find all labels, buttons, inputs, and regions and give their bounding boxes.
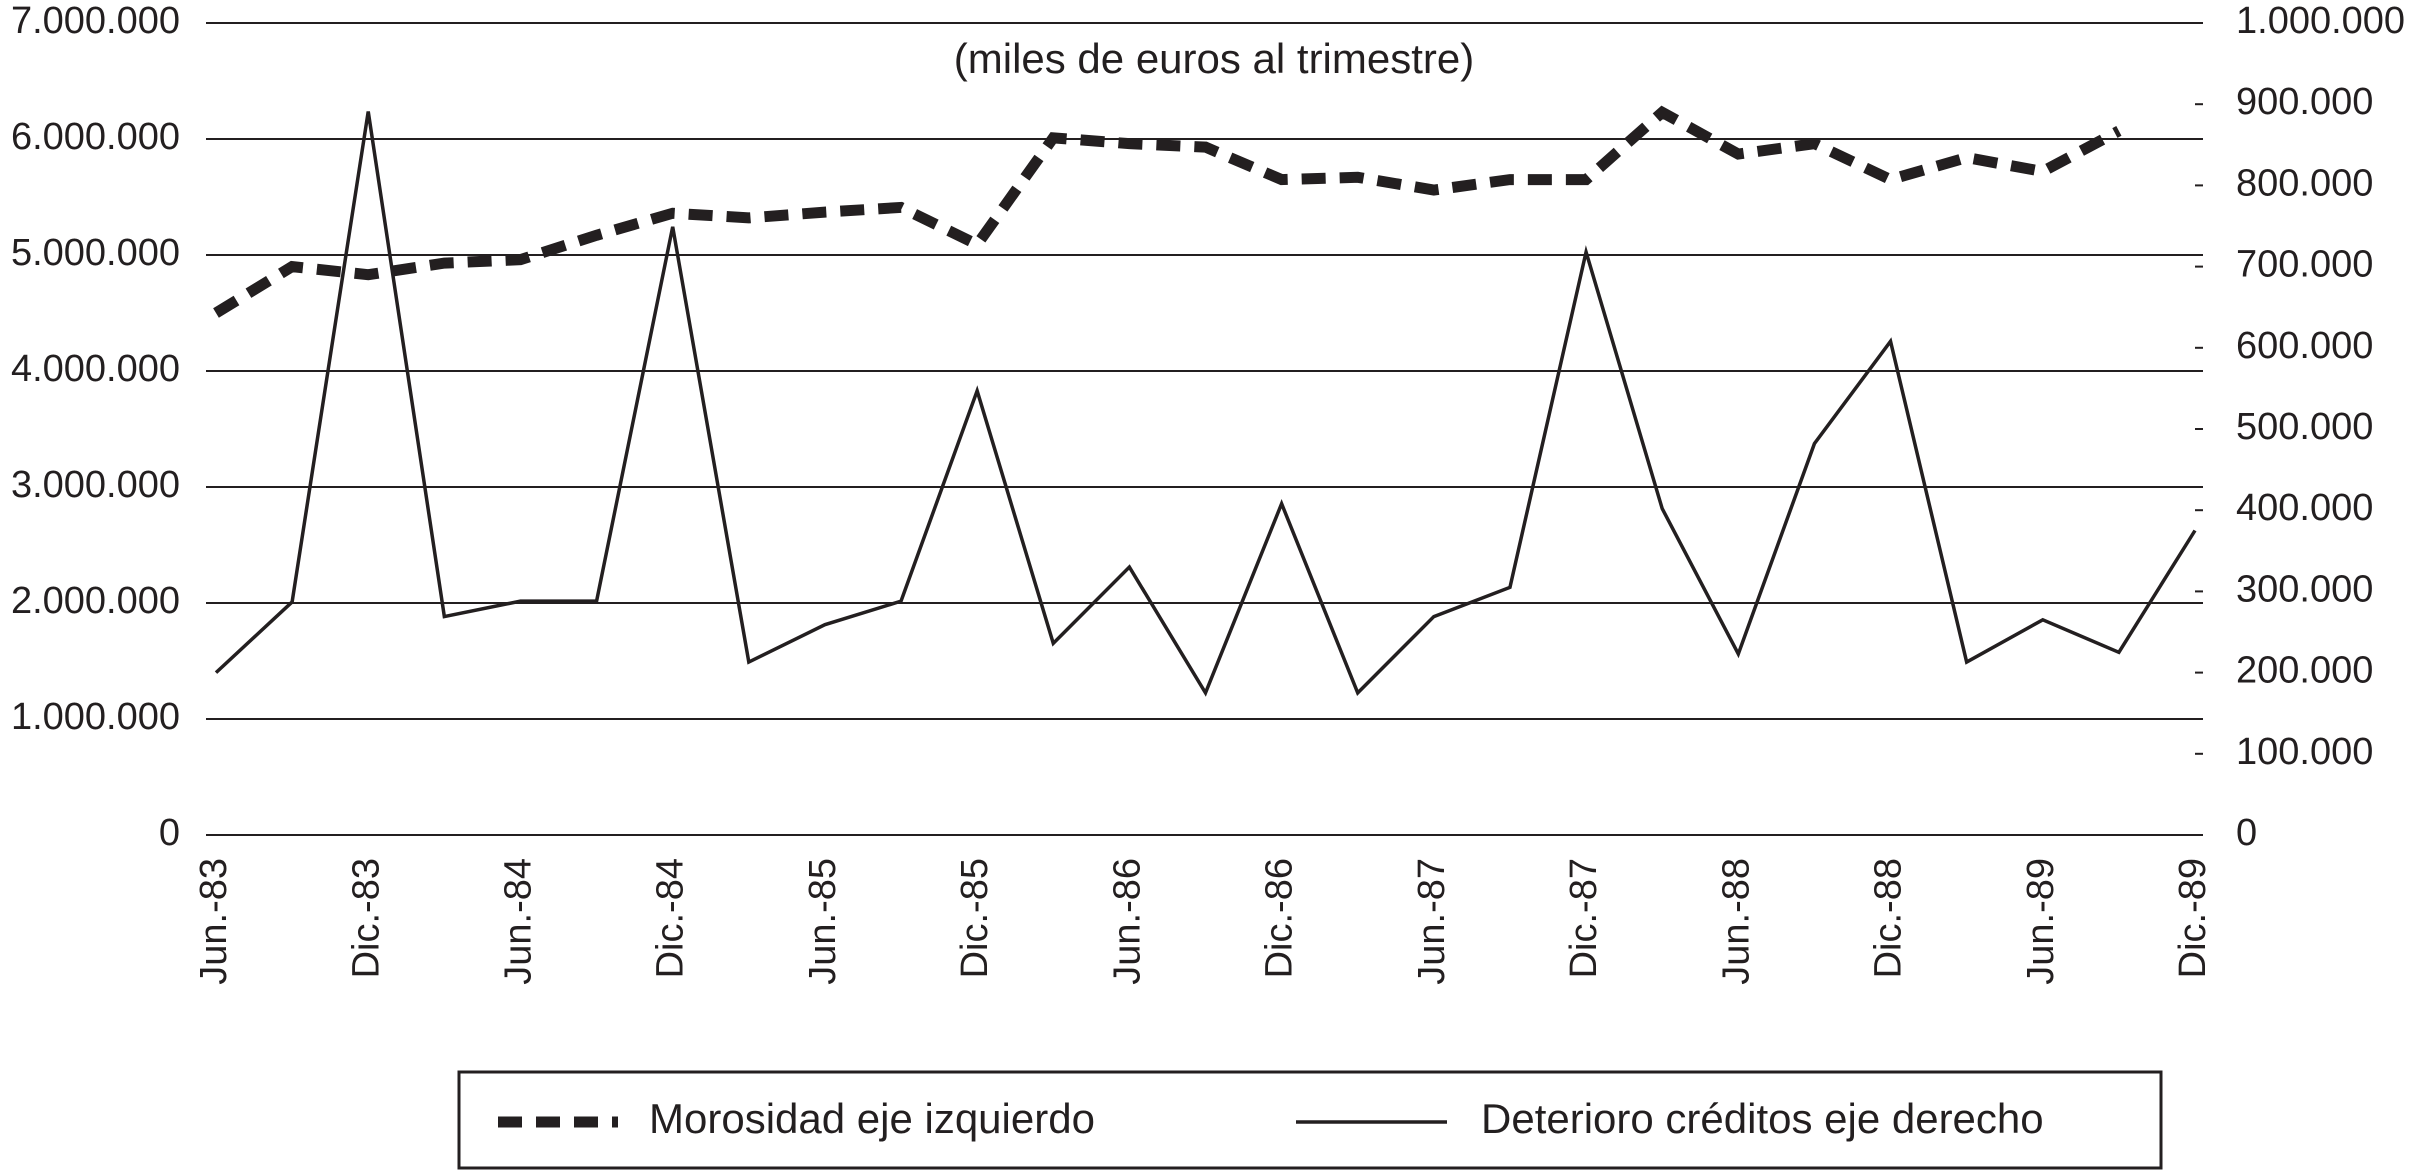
y-tick-label: 0 — [159, 812, 180, 854]
x-tick-label: Dic.-86 — [1259, 858, 1301, 978]
x-tick-label: Dic.-85 — [954, 858, 996, 978]
y-tick-label: 7.000.000 — [11, 0, 180, 42]
x-tick-label: Jun.-86 — [1106, 858, 1148, 985]
y-tick-label: 3.000.000 — [11, 464, 180, 506]
y2-tick-label: 100.000 — [2236, 731, 2373, 773]
x-tick-label: Jun.-88 — [1715, 858, 1757, 985]
y-tick-label: 5.000.000 — [11, 232, 180, 274]
x-tick-label: Jun.-89 — [2020, 858, 2062, 985]
x-tick-label: Dic.-83 — [345, 858, 387, 978]
legend-box — [457, 1070, 2163, 1170]
y2-tick-label: 800.000 — [2236, 162, 2373, 204]
legend-label: Morosidad eje izquierdo — [649, 1095, 1095, 1142]
chart-subtitle: (miles de euros al trimestre) — [954, 35, 1474, 82]
x-tick-label: Jun.-87 — [1411, 858, 1453, 985]
y2-tick-label: 0 — [2236, 812, 2257, 854]
y-tick-label: 1.000.000 — [11, 696, 180, 738]
x-tick-label: Dic.-88 — [1868, 858, 1910, 978]
y2-tick-label: 200.000 — [2236, 650, 2373, 692]
y-tick-label: 6.000.000 — [11, 116, 180, 158]
x-tick-label: Jun.-85 — [802, 858, 844, 985]
x-tick-label: Dic.-89 — [2172, 858, 2214, 978]
y-tick-label: 2.000.000 — [11, 580, 180, 622]
x-tick-label: Dic.-87 — [1563, 858, 1605, 978]
y2-tick-label: 1.000.000 — [2236, 0, 2405, 42]
x-tick-label: Jun.-83 — [193, 858, 235, 985]
y2-tick-label: 700.000 — [2236, 244, 2373, 286]
y2-tick-label: 500.000 — [2236, 406, 2373, 448]
series-line — [214, 111, 2197, 697]
legend-label: Deterioro créditos eje derecho — [1481, 1095, 2044, 1142]
y2-tick-label: 400.000 — [2236, 487, 2373, 529]
series-line — [213, 105, 2122, 318]
y2-tick-label: 600.000 — [2236, 325, 2373, 367]
x-tick-label: Jun.-84 — [497, 858, 539, 985]
y2-tick-label: 300.000 — [2236, 568, 2373, 610]
y-tick-label: 4.000.000 — [11, 348, 180, 390]
y2-tick-label: 900.000 — [2236, 81, 2373, 123]
x-tick-label: Dic.-84 — [650, 858, 692, 978]
